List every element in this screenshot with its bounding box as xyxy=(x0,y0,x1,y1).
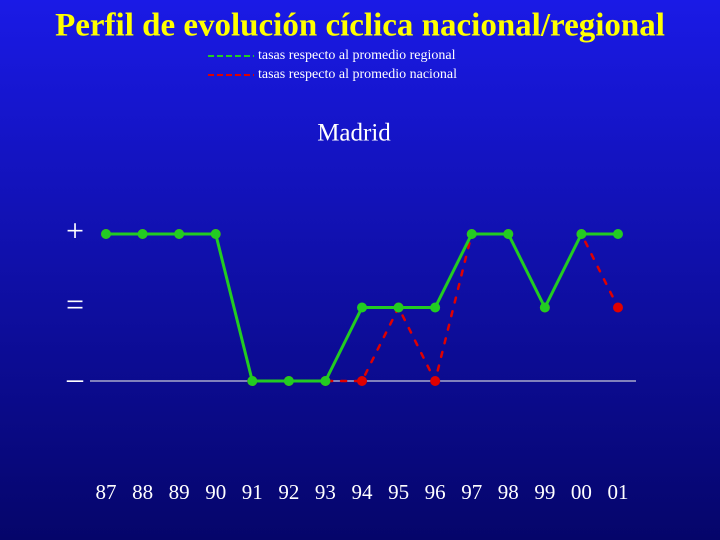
series-point xyxy=(613,229,623,239)
x-tick-label: 87 xyxy=(96,480,117,504)
x-tick-label: 92 xyxy=(278,480,299,504)
x-tick-label: 00 xyxy=(571,480,592,504)
x-tick-label: 91 xyxy=(242,480,263,504)
series-point xyxy=(613,302,623,313)
series-point xyxy=(137,229,148,239)
series-point xyxy=(503,229,514,239)
series-point xyxy=(174,229,185,239)
chart-subtitle: Madrid xyxy=(317,120,391,147)
x-tick-label: 01 xyxy=(608,480,629,504)
x-tick-label: 96 xyxy=(425,480,446,504)
series-point xyxy=(247,376,258,386)
series-point xyxy=(283,376,294,386)
x-tick-label: 94 xyxy=(352,480,374,504)
series-point xyxy=(357,302,367,313)
series-point xyxy=(430,376,441,386)
series-point xyxy=(466,229,477,239)
x-tick-label: 98 xyxy=(498,480,519,504)
x-tick-label: 95 xyxy=(388,480,409,504)
series-point xyxy=(393,302,404,313)
series-point xyxy=(357,376,367,386)
x-tick-label: 90 xyxy=(205,480,226,504)
y-tick-label: = xyxy=(66,286,84,322)
x-tick-label: 99 xyxy=(534,480,555,504)
chart-title: Perfil de evolución cíclica nacional/reg… xyxy=(55,8,665,44)
series-point xyxy=(539,302,550,313)
x-tick-label: 97 xyxy=(461,480,482,504)
legend-label: tasas respecto al promedio regional xyxy=(258,48,456,63)
x-tick-label: 89 xyxy=(169,480,190,504)
x-tick-label: 88 xyxy=(132,480,153,504)
series-point xyxy=(210,229,221,239)
series-point xyxy=(101,229,111,239)
x-tick-label: 93 xyxy=(315,480,336,504)
y-tick-label: + xyxy=(66,212,84,248)
series-point xyxy=(576,229,587,239)
series-point xyxy=(320,376,331,386)
y-tick-label: – xyxy=(66,359,84,395)
legend-label: tasas respecto al promedio nacional xyxy=(258,67,457,82)
series-point xyxy=(430,302,441,313)
